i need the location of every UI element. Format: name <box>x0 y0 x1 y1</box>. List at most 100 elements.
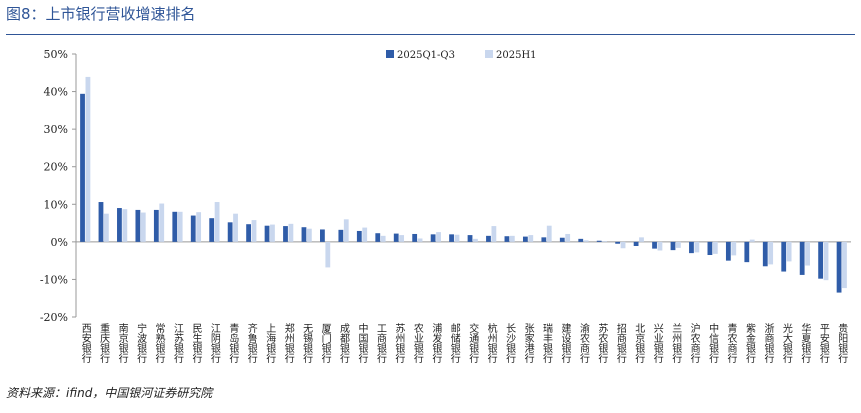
bar-h1 <box>602 241 607 242</box>
x-tick-label: 兰州银行 <box>670 322 682 364</box>
x-tick-label: 建设银行 <box>559 322 571 364</box>
bar-q1q3 <box>707 241 713 256</box>
x-tick-label: 苏州银行 <box>393 322 405 364</box>
bar-q1q3 <box>578 238 584 242</box>
bar-h1 <box>712 241 718 254</box>
bar-h1 <box>343 219 349 242</box>
bar-h1 <box>676 241 681 248</box>
x-tick-label: 青农商行 <box>725 322 737 364</box>
x-tick-label: 常熟银行 <box>153 322 165 364</box>
x-tick-label: 厦门银行 <box>319 323 331 364</box>
bar-q1q3 <box>98 202 104 242</box>
chart-title: 图8：上市银行营收增速排名 <box>6 5 196 23</box>
bar-q1q3 <box>781 241 787 272</box>
bar-q1q3 <box>375 233 381 242</box>
x-tick-label: 重庆银行 <box>98 322 110 364</box>
bar-h1 <box>306 228 312 242</box>
bar-h1 <box>233 213 238 242</box>
bar-h1 <box>103 213 109 242</box>
bar-q1q3 <box>172 211 178 242</box>
x-tick-label: 宁波银行 <box>135 322 147 364</box>
x-tick-label: 交通银行 <box>467 322 479 364</box>
bar-q1q3 <box>818 241 824 279</box>
x-tick-label: 浦发银行 <box>430 322 442 364</box>
x-tick-label: 无锡银行 <box>301 323 313 364</box>
bar-h1 <box>528 235 534 242</box>
x-tick-label: 中国银行 <box>356 322 368 364</box>
bar-h1 <box>436 232 441 242</box>
bar-q1q3 <box>430 234 436 242</box>
bar-q1q3 <box>264 225 270 242</box>
bar-h1 <box>694 241 700 253</box>
bar-q1q3 <box>153 209 159 242</box>
legend-label: 2025H1 <box>496 50 537 61</box>
x-tick-label: 南京银行 <box>116 322 128 364</box>
x-tick-label: 邮储银行 <box>448 322 460 364</box>
bar-h1 <box>251 220 257 242</box>
bar-q1q3 <box>80 93 85 242</box>
bar-q1q3 <box>541 237 547 242</box>
bar-q1q3 <box>652 241 657 249</box>
bar-h1 <box>380 235 386 242</box>
bar-h1 <box>417 238 423 242</box>
bar-h1 <box>214 202 220 242</box>
x-tick-label: 工商银行 <box>374 323 386 364</box>
bar-h1 <box>842 241 847 289</box>
x-tick-label: 平安银行 <box>817 323 829 364</box>
y-tick-label: 40% <box>44 86 68 99</box>
bar-q1q3 <box>283 226 288 242</box>
bar-h1 <box>122 209 128 242</box>
bar-q1q3 <box>227 222 233 242</box>
bar-h1 <box>85 76 91 242</box>
bar-h1 <box>491 226 497 242</box>
x-tick-label: 中信银行 <box>707 322 719 364</box>
bar-q1q3 <box>504 236 510 242</box>
bar-h1 <box>657 241 663 251</box>
bar-q1q3 <box>338 229 344 242</box>
bar-h1 <box>620 241 626 249</box>
bar-h1 <box>509 235 515 242</box>
y-tick-label: 30% <box>44 123 68 136</box>
x-tick-label: 光大银行 <box>780 322 792 364</box>
bar-q1q3 <box>190 215 196 242</box>
source-note: 资料来源：ifind，中国银河证券研究院 <box>6 386 213 400</box>
bar-q1q3 <box>449 234 454 242</box>
bar-h1 <box>565 233 571 242</box>
bar-q1q3 <box>117 208 122 242</box>
bar-q1q3 <box>836 241 842 293</box>
y-tick-label: -20% <box>40 311 68 324</box>
x-tick-label: 华夏银行 <box>799 322 811 364</box>
bar-h1 <box>159 203 165 242</box>
bar-q1q3 <box>762 241 768 267</box>
bar-q1q3 <box>725 241 731 261</box>
bar-h1 <box>196 212 202 242</box>
bar-h1 <box>731 241 737 256</box>
x-tick-label: 杭州银行 <box>485 322 497 364</box>
legend-label: 2025Q1-Q3 <box>397 50 455 61</box>
bar-h1 <box>749 239 755 242</box>
bar-q1q3 <box>135 209 141 242</box>
x-tick-label: 沪农商行 <box>688 322 700 364</box>
bar-q1q3 <box>522 236 528 242</box>
x-tick-label: 农业银行 <box>411 322 423 364</box>
x-tick-label: 紫金银行 <box>744 323 756 364</box>
bar-q1q3 <box>596 240 602 242</box>
bar-q1q3 <box>467 235 473 242</box>
y-tick-label: 50% <box>44 48 68 61</box>
bar-q1q3 <box>559 237 565 242</box>
bar-h1 <box>768 241 774 265</box>
legend-swatch <box>386 50 394 58</box>
y-tick-label: 10% <box>44 198 68 211</box>
bar-q1q3 <box>356 230 362 242</box>
bar-h1 <box>639 237 644 242</box>
bar-h1 <box>583 240 589 242</box>
bar-q1q3 <box>393 233 399 242</box>
x-tick-label: 江阴银行 <box>208 323 220 364</box>
x-tick-label: 长沙银行 <box>504 323 516 364</box>
x-tick-label: 民生银行 <box>190 323 202 364</box>
bar-h1 <box>454 234 460 242</box>
bar-h1 <box>270 224 275 242</box>
bar-h1 <box>786 241 792 262</box>
bar-h1 <box>362 227 368 242</box>
x-tick-label: 上海银行 <box>264 323 276 364</box>
